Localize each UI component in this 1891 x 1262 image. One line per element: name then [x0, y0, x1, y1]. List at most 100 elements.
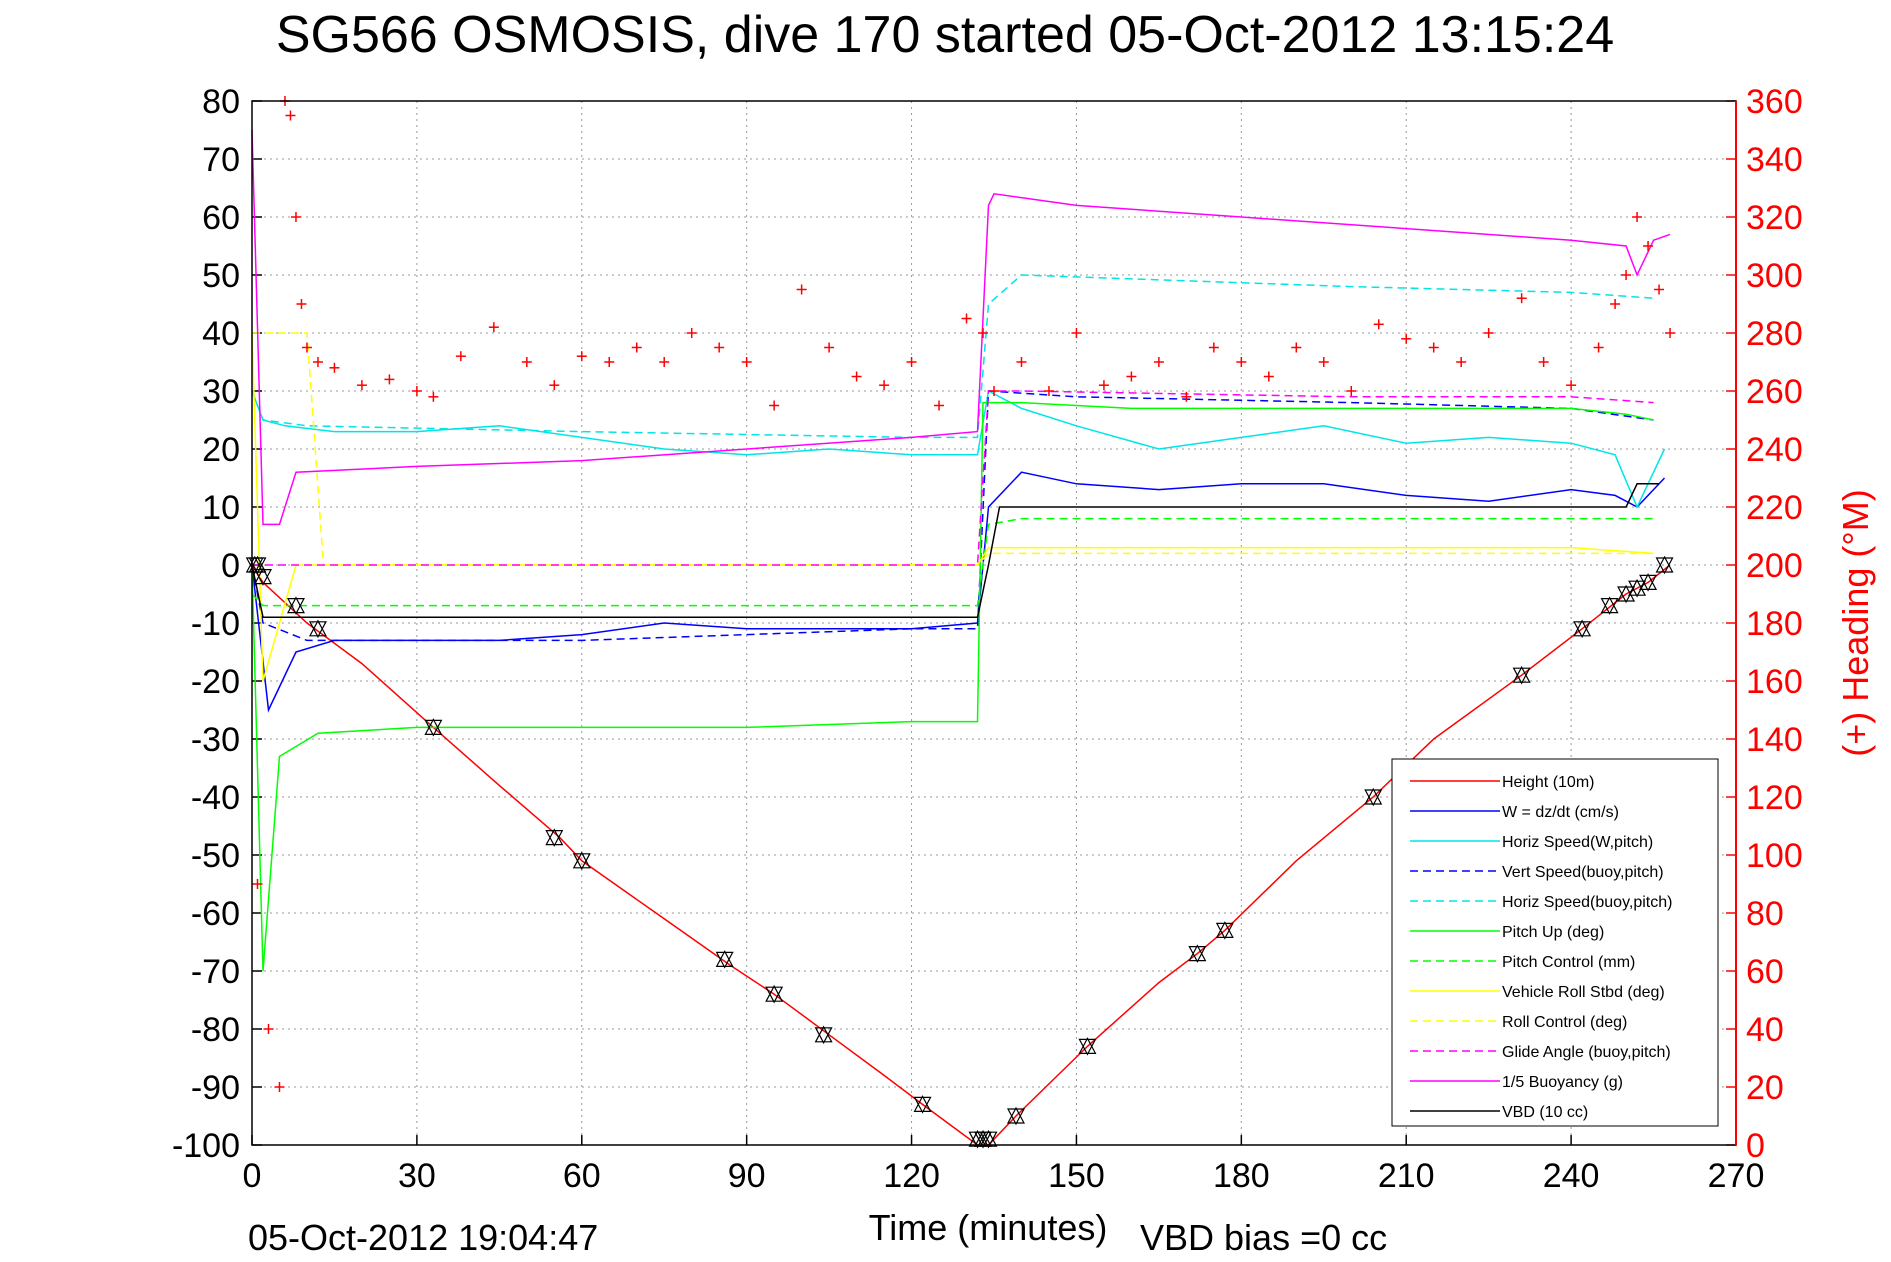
heading-marker	[1346, 386, 1357, 396]
heading-marker	[659, 357, 670, 367]
y-right-tick-label: 200	[1746, 547, 1803, 585]
x-tick-label: 90	[728, 1157, 766, 1195]
x-tick-label: 270	[1708, 1157, 1765, 1195]
y-left-tick-label: -90	[191, 1069, 240, 1107]
y-left-tick-label: -100	[172, 1127, 240, 1165]
y-right-tick-label: 260	[1746, 373, 1803, 411]
heading-marker	[1016, 357, 1027, 367]
legend-label-3: Vert Speed(buoy,pitch)	[1502, 864, 1664, 881]
heading-marker	[411, 386, 422, 396]
heading-marker	[961, 313, 972, 324]
x-tick-label: 180	[1213, 1157, 1270, 1195]
heading-marker	[1181, 391, 1192, 402]
heading-marker	[1263, 371, 1274, 382]
y-right-tick-label: 160	[1746, 663, 1803, 701]
y-right-tick-label: 120	[1746, 779, 1803, 817]
y-left-tick-label: 20	[202, 431, 240, 469]
heading-marker	[686, 328, 697, 338]
waypoint-marker	[572, 851, 591, 871]
y-right-tick-label: 100	[1746, 837, 1803, 875]
heading-marker	[851, 371, 862, 382]
heading-marker	[1208, 342, 1219, 353]
heading-marker	[1236, 357, 1247, 367]
waypoint-marker	[1639, 573, 1658, 592]
heading-marker	[329, 362, 340, 373]
heading-marker	[1043, 386, 1054, 396]
y-right-tick-label: 360	[1746, 83, 1803, 121]
heading-marker	[488, 322, 499, 333]
legend-label-9: Glide Angle (buoy,pitch)	[1502, 1044, 1671, 1061]
heading-marker	[1654, 284, 1665, 295]
heading-markers	[252, 96, 1676, 1092]
heading-marker	[274, 1082, 285, 1092]
heading-marker	[631, 342, 642, 353]
heading-marker	[1126, 371, 1137, 382]
heading-marker	[285, 110, 296, 121]
x-tick-label: 210	[1378, 1157, 1435, 1195]
series-layer	[251, 129, 1671, 1146]
y-axis-right-ticks: 3603403203002802602402202001801601401201…	[1726, 83, 1803, 1165]
heading-marker	[978, 328, 989, 338]
waypoint-marker	[253, 567, 272, 586]
footer-timestamp: 05-Oct-2012 19:04:47	[248, 1217, 598, 1258]
heading-marker	[521, 357, 532, 367]
y-left-tick-label: 70	[202, 141, 240, 179]
y-right-tick-label: 20	[1746, 1069, 1784, 1107]
x-axis-ticks: 0 30 60 90 120 150 180 210 240 270	[243, 1135, 1765, 1195]
heading-marker	[879, 380, 890, 391]
y-left-tick-label: 60	[202, 199, 240, 237]
legend-label-1: W = dz/dt (cm/s)	[1502, 804, 1619, 821]
series-line-4	[251, 274, 1654, 439]
waypoint-marker	[1600, 596, 1619, 615]
heading-marker	[263, 1024, 274, 1034]
legend-label-0: Height (10m)	[1502, 774, 1594, 791]
waypoint-marker	[913, 1095, 932, 1114]
heading-marker	[1318, 357, 1329, 367]
y-left-tick-label: -40	[191, 779, 240, 817]
y-right-tick-label: 300	[1746, 257, 1803, 295]
y-right-tick-label: 220	[1746, 489, 1803, 527]
y-left-tick-label: -80	[191, 1011, 240, 1049]
heading-marker	[296, 299, 307, 309]
waypoint-marker	[765, 984, 784, 1004]
heading-marker	[604, 357, 615, 367]
heading-marker	[1566, 380, 1577, 391]
y-left-tick-label: 80	[202, 83, 240, 121]
y-left-tick-label: 30	[202, 373, 240, 411]
heading-marker	[1632, 212, 1643, 222]
y-left-tick-label: 50	[202, 257, 240, 295]
heading-marker	[1098, 380, 1109, 391]
heading-marker	[252, 879, 263, 889]
legend-label-10: 1/5 Buoyancy (g)	[1502, 1074, 1623, 1091]
y-right-tick-label: 80	[1746, 895, 1784, 933]
waypoint-marker	[248, 555, 267, 575]
heading-marker	[428, 391, 439, 402]
y-left-tick-label: -50	[191, 837, 240, 875]
x-tick-label: 0	[243, 1157, 262, 1195]
y-right-tick-label: 40	[1746, 1011, 1784, 1049]
x-axis-label: Time (minutes)	[869, 1207, 1108, 1248]
legend-label-8: Roll Control (deg)	[1502, 1014, 1627, 1031]
heading-marker	[549, 380, 560, 391]
series-line-10	[251, 129, 1671, 526]
y-right-tick-label: 0	[1746, 1127, 1765, 1165]
heading-marker	[1291, 342, 1302, 353]
legend-box	[1391, 758, 1719, 1127]
heading-marker	[741, 357, 752, 367]
heading-marker	[1071, 328, 1082, 338]
waypoint-markers	[245, 555, 1674, 1149]
y-axis-right-label: (+) Heading (°M)	[1835, 489, 1876, 756]
heading-marker	[796, 284, 807, 295]
waypoint-marker	[715, 950, 734, 969]
heading-marker	[301, 342, 312, 353]
y-right-tick-label: 180	[1746, 605, 1803, 643]
series-line-5	[251, 401, 1654, 972]
waypoint-marker	[1512, 665, 1531, 685]
waypoint-marker	[1188, 944, 1207, 963]
heading-marker	[1593, 342, 1604, 353]
legend-label-11: VBD (10 cc)	[1502, 1104, 1588, 1121]
series-line-1	[251, 471, 1666, 713]
heading-marker	[576, 351, 587, 362]
heading-marker	[934, 400, 945, 411]
